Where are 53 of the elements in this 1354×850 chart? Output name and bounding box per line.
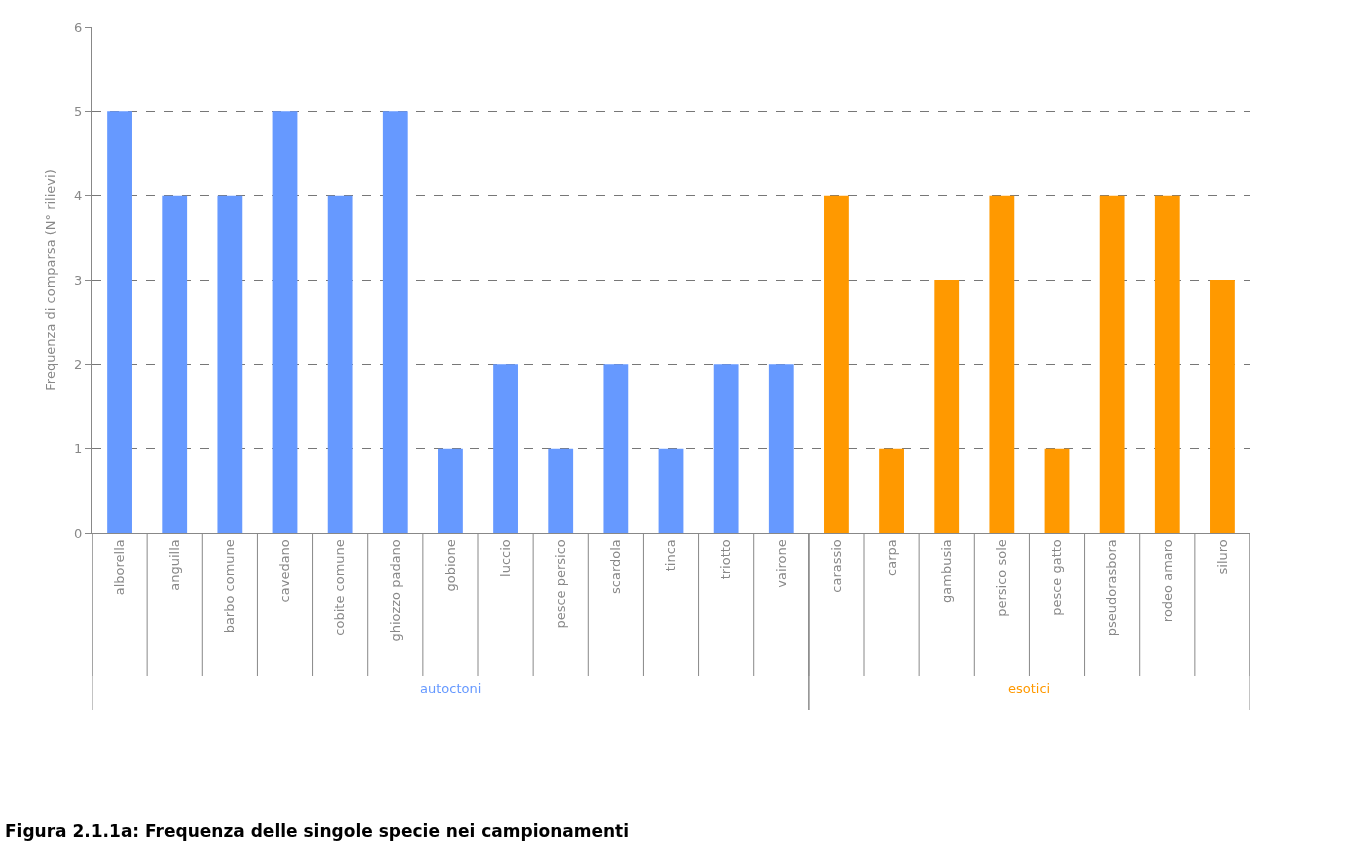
text: Figura 2.1.1a: Frequenza delle singole specie nei campionamenti: [5, 821, 630, 841]
bar: [217, 195, 243, 533]
bar: [768, 364, 794, 533]
bar: [382, 111, 408, 533]
x-tick-label: persico sole: [994, 539, 1010, 617]
x-tick-label: vairone: [773, 539, 789, 588]
bar: [1210, 280, 1235, 533]
bar: [438, 448, 463, 533]
bar: [879, 448, 904, 533]
x-tick-label: alborella: [111, 539, 127, 596]
x-tick-label: triotto: [718, 539, 734, 580]
bar: [658, 448, 684, 533]
bar: [989, 195, 1015, 533]
x-tick-label: ghiozzo padano: [387, 539, 403, 642]
x-tick-label: pesce gatto: [1049, 539, 1065, 616]
text: esotici: [1008, 681, 1051, 696]
y-tick-label: 2: [74, 356, 83, 372]
bar: [327, 195, 353, 533]
x-tick-label: barbo comune: [222, 539, 238, 634]
x-tick-label: carpa: [883, 539, 899, 576]
x-tick-label: anguilla: [166, 539, 182, 591]
bar: [493, 364, 518, 533]
x-tick-label: gobione: [442, 539, 458, 592]
x-tick-label: luccio: [497, 539, 513, 577]
y-tick-label: 0: [74, 525, 83, 541]
bar: [934, 280, 960, 533]
x-tick-label: pesce persico: [552, 539, 568, 629]
bar: [713, 364, 739, 533]
bar: [1099, 195, 1125, 533]
y-tick-label: 5: [74, 103, 83, 119]
bar: [548, 448, 574, 533]
x-tick-label: pseudorasbora: [1104, 539, 1120, 637]
x-tick-label: carassio: [828, 539, 844, 593]
x-tick-label: rodeo amaro: [1159, 539, 1175, 623]
y-tick-label: 6: [74, 19, 83, 35]
bar: [1044, 448, 1070, 533]
bar: [603, 364, 629, 533]
y-tick-label: 1: [74, 441, 83, 457]
x-tick-label: cobite comune: [332, 539, 348, 636]
text: autoctoni: [420, 681, 482, 696]
bar: [272, 111, 298, 533]
y-tick-label: 4: [74, 188, 83, 204]
y-axis-title: Frequenza di comparsa (N° rilievi): [43, 169, 59, 391]
x-tick-label: scardola: [608, 539, 624, 594]
x-tick-label: tinca: [663, 539, 679, 572]
y-tick-label: 3: [74, 272, 83, 288]
bar: [107, 111, 132, 533]
x-tick-label: siluro: [1214, 539, 1230, 575]
bar: [1154, 195, 1180, 533]
bar: [824, 195, 849, 533]
bar: [162, 195, 188, 533]
x-tick-label: cavedano: [277, 539, 293, 603]
x-tick-label: gambusia: [938, 539, 954, 603]
